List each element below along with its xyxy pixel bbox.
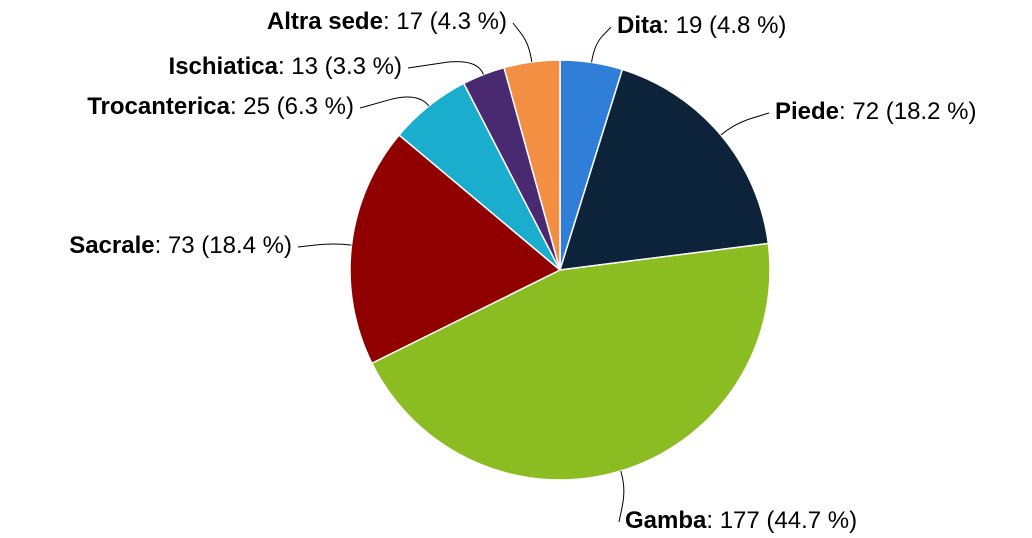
slice-value: : 17 (4.3 %): [383, 8, 507, 35]
slice-label: Dita: 19 (4.8 %): [617, 12, 786, 39]
connector: [512, 22, 533, 62]
connector: [359, 96, 430, 109]
slice-category: Trocanterica: [87, 93, 230, 120]
pie-slice: [370, 242, 771, 481]
connector: [720, 112, 770, 136]
slice-value: : 177 (44.7 %): [706, 507, 857, 534]
connector: [591, 26, 612, 63]
pie-slice: [503, 59, 561, 271]
slice-value: : 19 (4.8 %): [662, 12, 786, 39]
slice-category: Dita: [617, 12, 663, 39]
connector: [297, 243, 352, 248]
pie-slice: [558, 68, 770, 271]
slice-category: Altra sede: [267, 8, 383, 35]
connector: [407, 61, 484, 75]
slice-value: : 25 (6.3 %): [230, 93, 354, 120]
slice-label: Gamba: 177 (44.7 %): [625, 507, 857, 534]
slice-category: Ischiatica: [169, 53, 279, 80]
slice-value: : 13 (3.3 %): [278, 53, 402, 80]
slice-label: Sacrale: 73 (18.4 %): [69, 232, 292, 259]
slice-value: : 72 (18.2 %): [839, 98, 976, 125]
slice-label: Trocanterica: 25 (6.3 %): [87, 93, 354, 120]
connector: [618, 470, 625, 523]
slice-category: Sacrale: [69, 232, 154, 259]
slice-category: Piede: [775, 98, 839, 125]
pie-slice: [349, 133, 562, 365]
slice-category: Gamba: [625, 507, 707, 534]
slice-label: Altra sede: 17 (4.3 %): [267, 8, 507, 35]
slice-label: Piede: 72 (18.2 %): [775, 98, 976, 125]
slice-value: : 73 (18.4 %): [155, 232, 292, 259]
slice-label: Ischiatica: 13 (3.3 %): [169, 53, 402, 80]
